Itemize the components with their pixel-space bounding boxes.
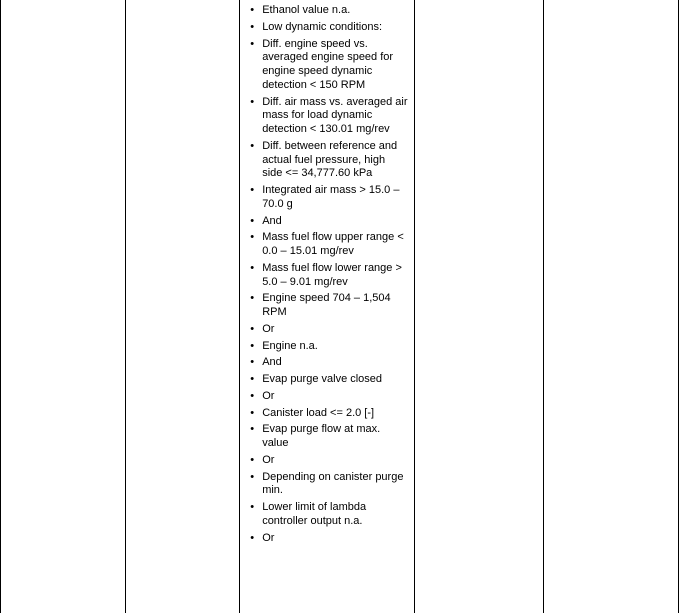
list-item: Canister load <= 2.0 [-] <box>262 407 408 421</box>
list-item: Depending on canister purge min. <box>262 471 408 499</box>
list-item: Integrated air mass > 15.0 – 70.0 g <box>262 184 408 212</box>
list-item: Diff. between reference and actual fuel … <box>262 140 408 181</box>
list-item: Evap purge flow at max. value <box>262 423 408 451</box>
list-item: Or <box>262 454 408 468</box>
list-item: Diff. air mass vs. averaged air mass for… <box>262 96 408 137</box>
list-item: And <box>262 356 408 370</box>
conditions-list: Ethanol value n.a. Low dynamic condition… <box>246 4 408 545</box>
list-item: Low dynamic conditions: <box>262 21 408 35</box>
cell-col1 <box>1 0 126 613</box>
list-item: Diff. engine speed vs. averaged engine s… <box>262 38 408 93</box>
cell-col4 <box>414 0 544 613</box>
list-item: Engine n.a. <box>262 340 408 354</box>
list-item: Or <box>262 390 408 404</box>
list-item: Evap purge valve closed <box>262 373 408 387</box>
table-row: Ethanol value n.a. Low dynamic condition… <box>1 0 679 613</box>
list-item: Mass fuel flow upper range < 0.0 – 15.01… <box>262 231 408 259</box>
conditions-table: Ethanol value n.a. Low dynamic condition… <box>0 0 679 613</box>
cell-col3: Ethanol value n.a. Low dynamic condition… <box>240 0 415 613</box>
list-item: Lower limit of lambda controller output … <box>262 501 408 529</box>
cell-col2 <box>125 0 240 613</box>
cell-col5 <box>544 0 679 613</box>
list-item: And <box>262 215 408 229</box>
list-item: Or <box>262 532 408 546</box>
list-item: Engine speed 704 – 1,504 RPM <box>262 292 408 320</box>
list-item: Or <box>262 323 408 337</box>
list-item: Ethanol value n.a. <box>262 4 408 18</box>
col3-content: Ethanol value n.a. Low dynamic condition… <box>240 0 414 552</box>
table-container: Ethanol value n.a. Low dynamic condition… <box>0 0 679 613</box>
list-item: Mass fuel flow lower range > 5.0 – 9.01 … <box>262 262 408 290</box>
